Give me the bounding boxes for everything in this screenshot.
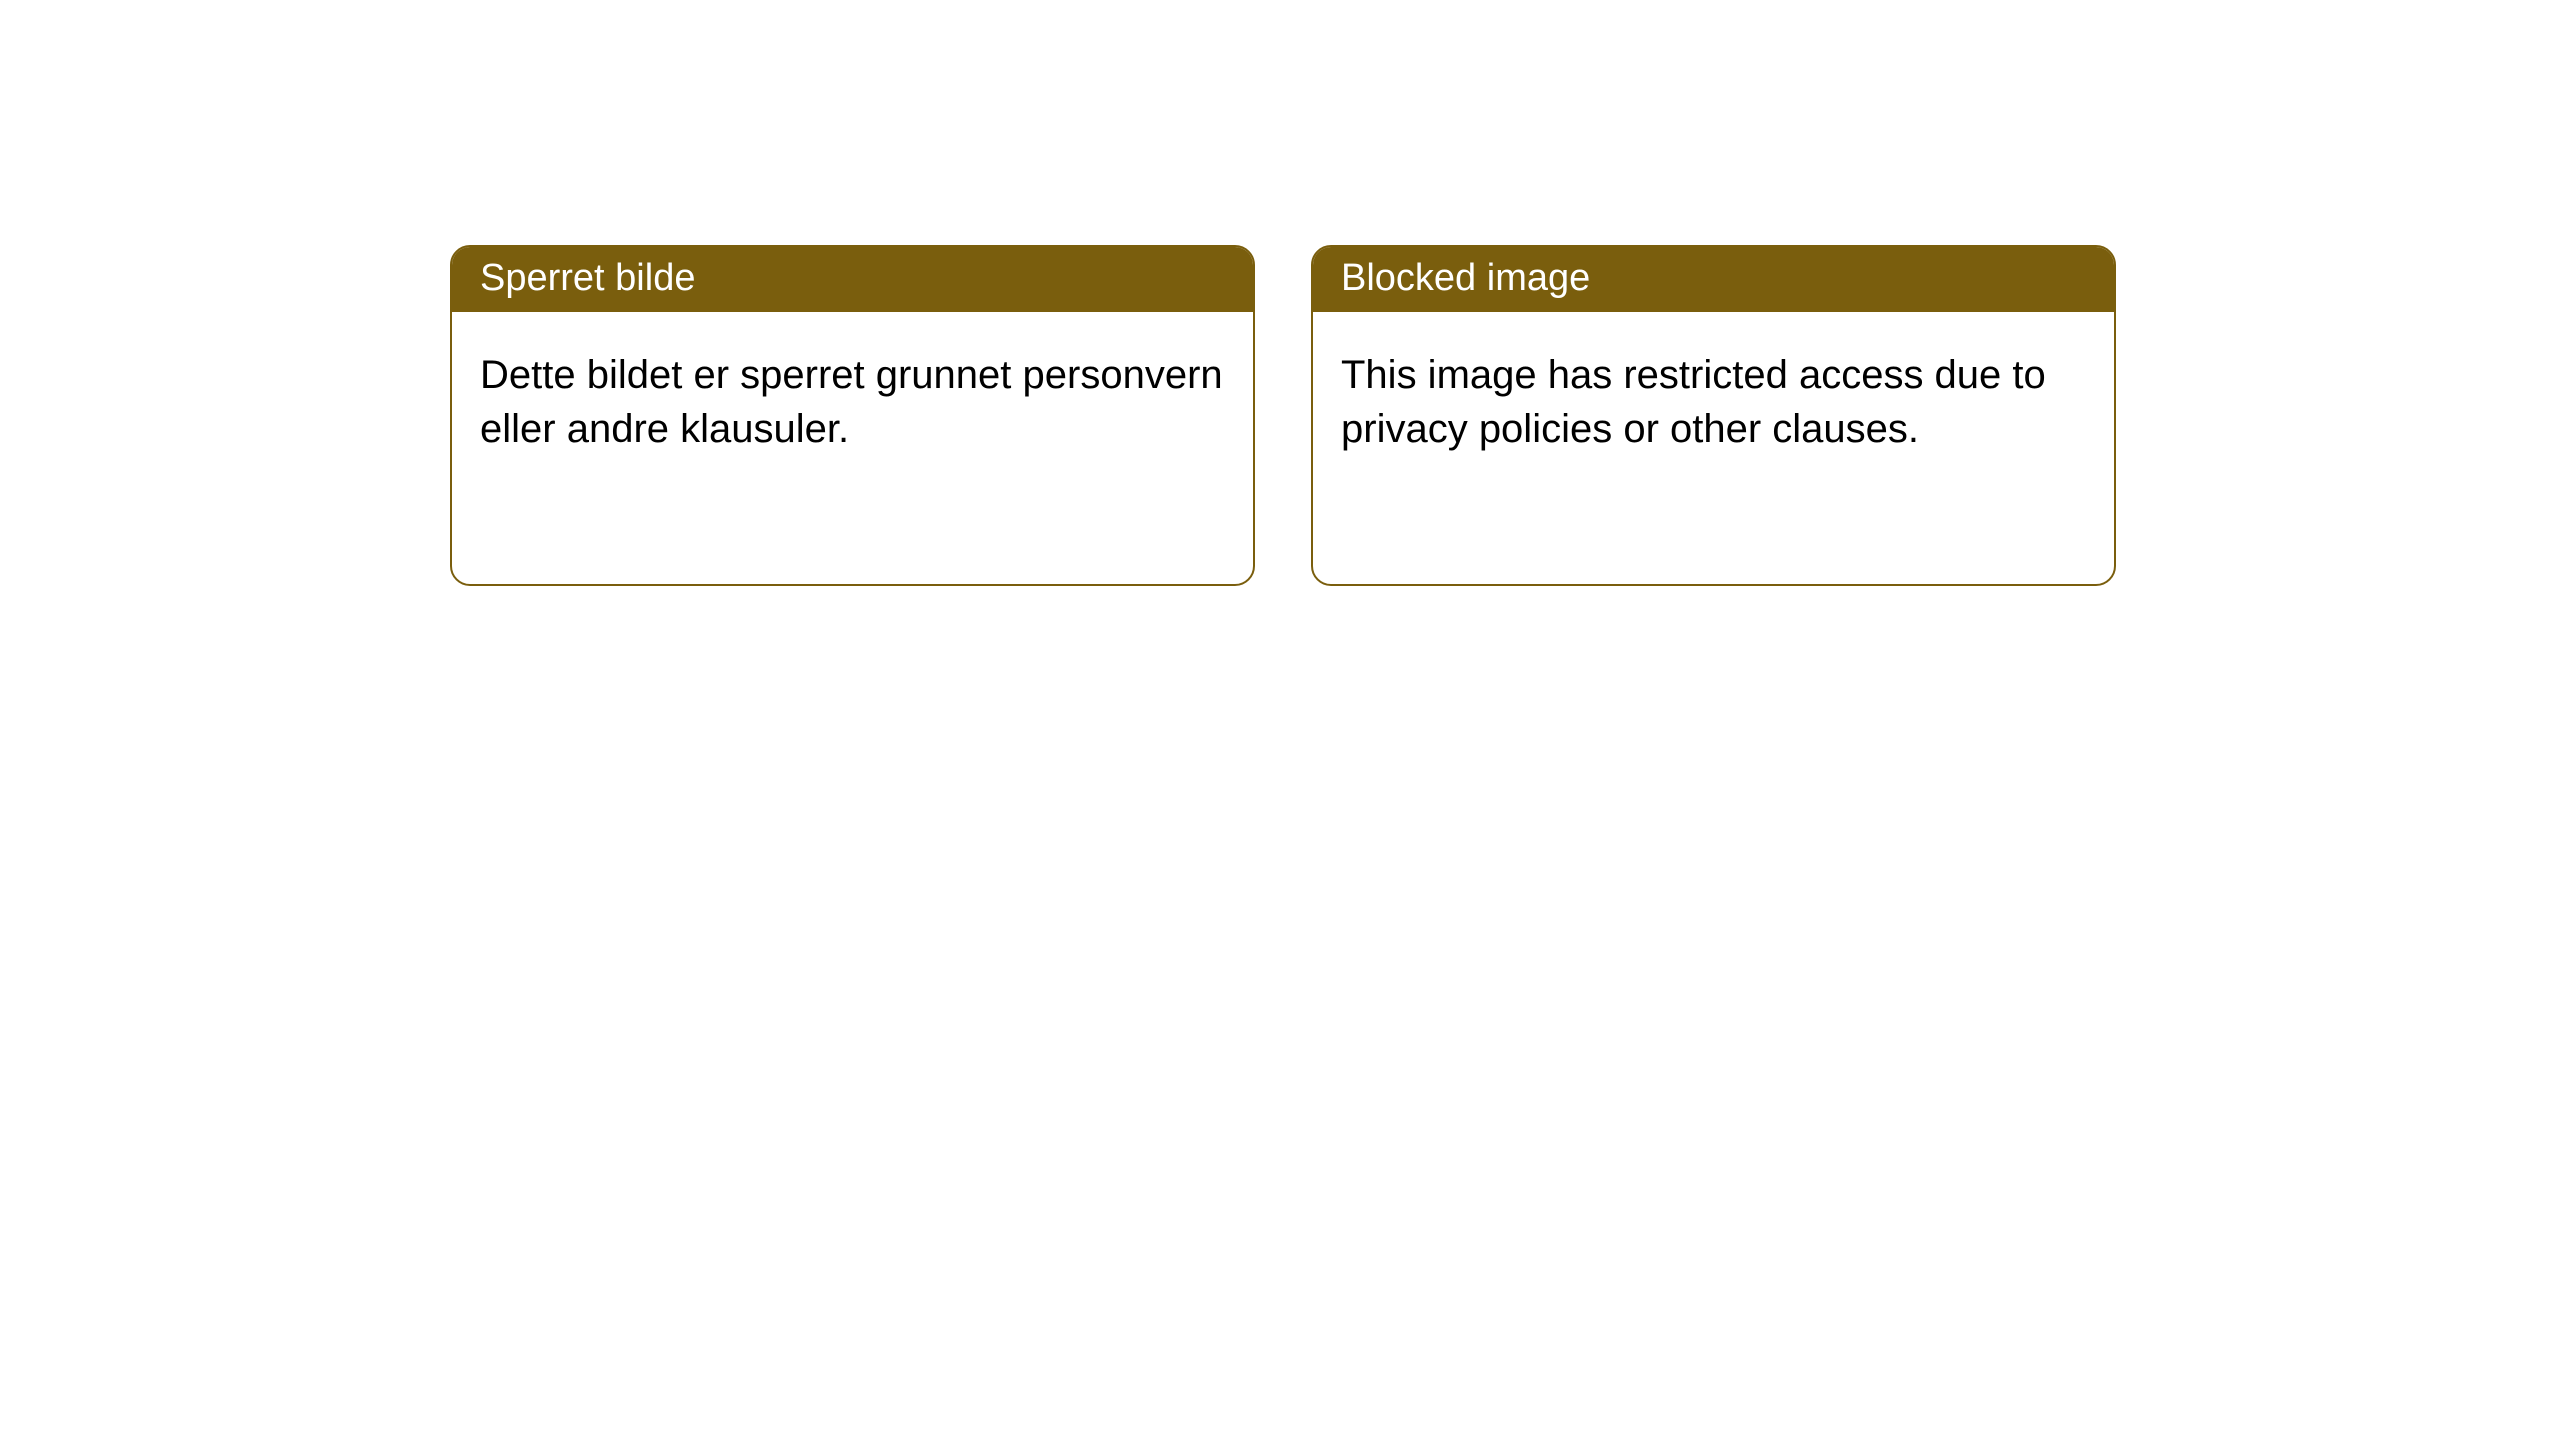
notice-container: Sperret bilde Dette bildet er sperret gr…: [0, 0, 2560, 586]
card-title: Sperret bilde: [480, 257, 695, 299]
card-title: Blocked image: [1341, 257, 1590, 299]
blocked-image-card-no: Sperret bilde Dette bildet er sperret gr…: [450, 245, 1255, 586]
card-header: Blocked image: [1313, 247, 2114, 312]
card-body: This image has restricted access due to …: [1313, 312, 2114, 584]
card-header: Sperret bilde: [452, 247, 1253, 312]
card-body-text: Dette bildet er sperret grunnet personve…: [480, 353, 1223, 451]
card-body: Dette bildet er sperret grunnet personve…: [452, 312, 1253, 584]
blocked-image-card-en: Blocked image This image has restricted …: [1311, 245, 2116, 586]
card-body-text: This image has restricted access due to …: [1341, 353, 2046, 451]
